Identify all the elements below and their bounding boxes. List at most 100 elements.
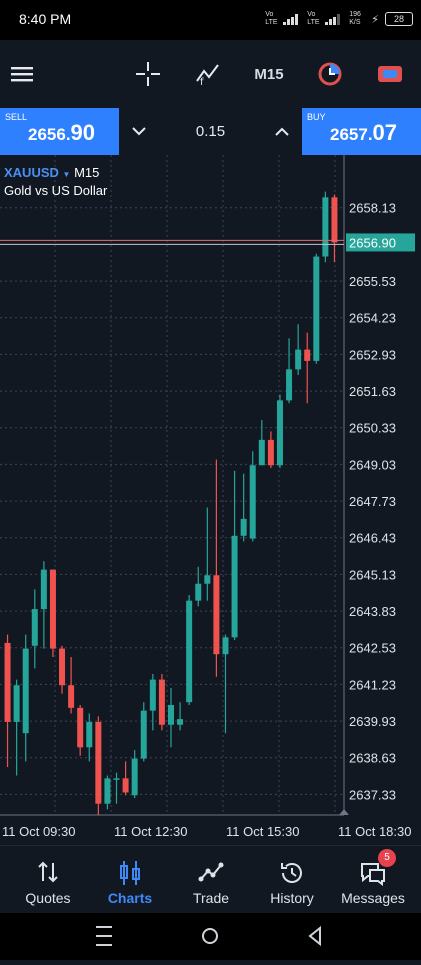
- nav-quotes[interactable]: Quotes: [6, 846, 90, 914]
- candle-body: [31, 609, 38, 646]
- signal-icon-2: [325, 13, 343, 25]
- y-tick-label: 2642.53: [349, 641, 396, 656]
- candle-body: [240, 518, 247, 536]
- candle-body: [249, 465, 256, 539]
- nav-quotes-label: Quotes: [25, 890, 71, 906]
- candle-body: [149, 679, 156, 711]
- charging-icon: ⚡: [371, 13, 379, 26]
- price-chart[interactable]: 2658.13 2655.53 2654.23 2652.93 2651.63 2650.…: [0, 155, 421, 845]
- y-tick-label: 2652.93: [349, 347, 396, 362]
- candle-body: [168, 705, 174, 725]
- candle-body: [13, 685, 20, 722]
- x-tick-label: 11 Oct 18:30: [338, 824, 411, 839]
- sell-price-main: 2656.: [28, 125, 71, 144]
- y-tick-label: 2639.93: [349, 714, 396, 729]
- buy-price: 2657.07: [330, 120, 397, 146]
- volume-increase-button[interactable]: [262, 108, 302, 155]
- candle-body: [295, 349, 302, 370]
- axis-scroll-marker: [339, 809, 349, 815]
- sell-label: SELL: [5, 112, 28, 122]
- quotes-icon: [38, 861, 58, 883]
- crosshair-icon: [136, 62, 160, 86]
- y-tick-label: 2638.63: [349, 751, 396, 766]
- candle-body: [86, 721, 93, 748]
- candle-body: [68, 685, 75, 708]
- candle-body: [40, 569, 47, 610]
- history-icon: [281, 863, 302, 883]
- sell-button[interactable]: SELL 2656.90: [0, 108, 119, 155]
- y-tick-label: 2649.03: [349, 457, 396, 472]
- charts-icon: [120, 861, 140, 885]
- candle-body: [304, 349, 311, 361]
- y-tick-label: 2646.43: [349, 531, 396, 546]
- y-tick-label: 2637.33: [349, 787, 396, 802]
- symbol-timeframe: M15: [74, 165, 100, 180]
- sell-price: 2656.90: [28, 120, 95, 146]
- candle-body: [113, 778, 120, 780]
- clock-icon: [318, 62, 342, 86]
- candle-body: [276, 400, 283, 466]
- candle-body: [104, 778, 111, 804]
- buy-price-main: 2657.: [330, 125, 373, 144]
- buy-price-big: 07: [372, 120, 398, 145]
- nav-messages-label: Messages: [341, 890, 405, 906]
- y-tick-label: 2645.13: [349, 567, 396, 582]
- messages-badge: 5: [378, 849, 396, 867]
- candle-body: [59, 648, 66, 686]
- one-click-trade-bar: SELL 2656.90 0.15 BUY 2657.07: [0, 108, 421, 155]
- menu-button[interactable]: [0, 40, 46, 108]
- x-tick-label: 11 Oct 15:30: [226, 824, 299, 839]
- candle-body: [158, 679, 165, 725]
- indicators-button[interactable]: f: [188, 40, 228, 108]
- y-tick-label: 2651.63: [349, 384, 396, 399]
- nav-history-label: History: [270, 890, 314, 906]
- candle-body: [122, 778, 129, 793]
- network-speed: 196 K/S: [349, 11, 361, 26]
- indicators-icon: f: [196, 64, 219, 87]
- chevron-down-icon: [132, 127, 146, 136]
- candle-body: [49, 569, 56, 649]
- messages-icon: [361, 863, 385, 886]
- sell-price-big: 90: [70, 120, 96, 145]
- volume-value[interactable]: 0.15: [195, 123, 226, 140]
- nav-charts-label: Charts: [107, 890, 153, 906]
- chart-toolbar: f M15: [0, 40, 421, 108]
- nav-history[interactable]: History: [250, 846, 334, 914]
- symbol-name[interactable]: XAUUSD: [4, 165, 59, 180]
- candle-body: [77, 707, 84, 748]
- candle-body: [222, 637, 229, 655]
- status-time: 8:40 PM: [19, 11, 72, 27]
- nav-charts[interactable]: Charts: [88, 846, 172, 914]
- nav-trade[interactable]: Trade: [169, 846, 253, 914]
- y-tick-label: 2655.53: [349, 274, 396, 289]
- chart-background: [0, 155, 421, 845]
- y-tick-label: 2658.13: [349, 201, 396, 216]
- back-icon[interactable]: [308, 925, 321, 947]
- volume-control: 0.15: [119, 108, 302, 155]
- candle-body: [22, 648, 29, 734]
- timeframe-button[interactable]: M15: [244, 40, 294, 108]
- y-tick-label: 2654.23: [349, 311, 396, 326]
- candle-body: [177, 719, 184, 725]
- candle-body: [258, 439, 265, 466]
- system-navigation-bar: [0, 913, 421, 960]
- symbol-header: XAUUSD ▼ M15: [4, 165, 99, 180]
- y-tick-label: 2650.33: [349, 421, 396, 436]
- candle-body: [213, 575, 220, 655]
- buy-button[interactable]: BUY 2657.07: [302, 108, 421, 155]
- nav-messages[interactable]: 5 Messages: [331, 846, 415, 914]
- nav-trade-label: Trade: [192, 890, 230, 906]
- current-price-label: 2656.90: [349, 235, 396, 250]
- candle-body: [313, 256, 320, 361]
- volume-decrease-button[interactable]: [119, 108, 159, 155]
- battery-icon: 28: [385, 12, 413, 26]
- home-icon[interactable]: [202, 928, 218, 944]
- current-price-tag: [346, 233, 415, 252]
- one-click-trading-button[interactable]: [370, 40, 410, 108]
- recent-apps-icon[interactable]: [96, 926, 112, 946]
- status-bar: 8:40 PM Vo LTE Vo LTE 196 K/S ⚡ 28: [0, 0, 421, 40]
- candle-body: [267, 439, 274, 466]
- clock-button[interactable]: [310, 40, 350, 108]
- crosshair-button[interactable]: [128, 40, 168, 108]
- candle-body: [204, 575, 211, 584]
